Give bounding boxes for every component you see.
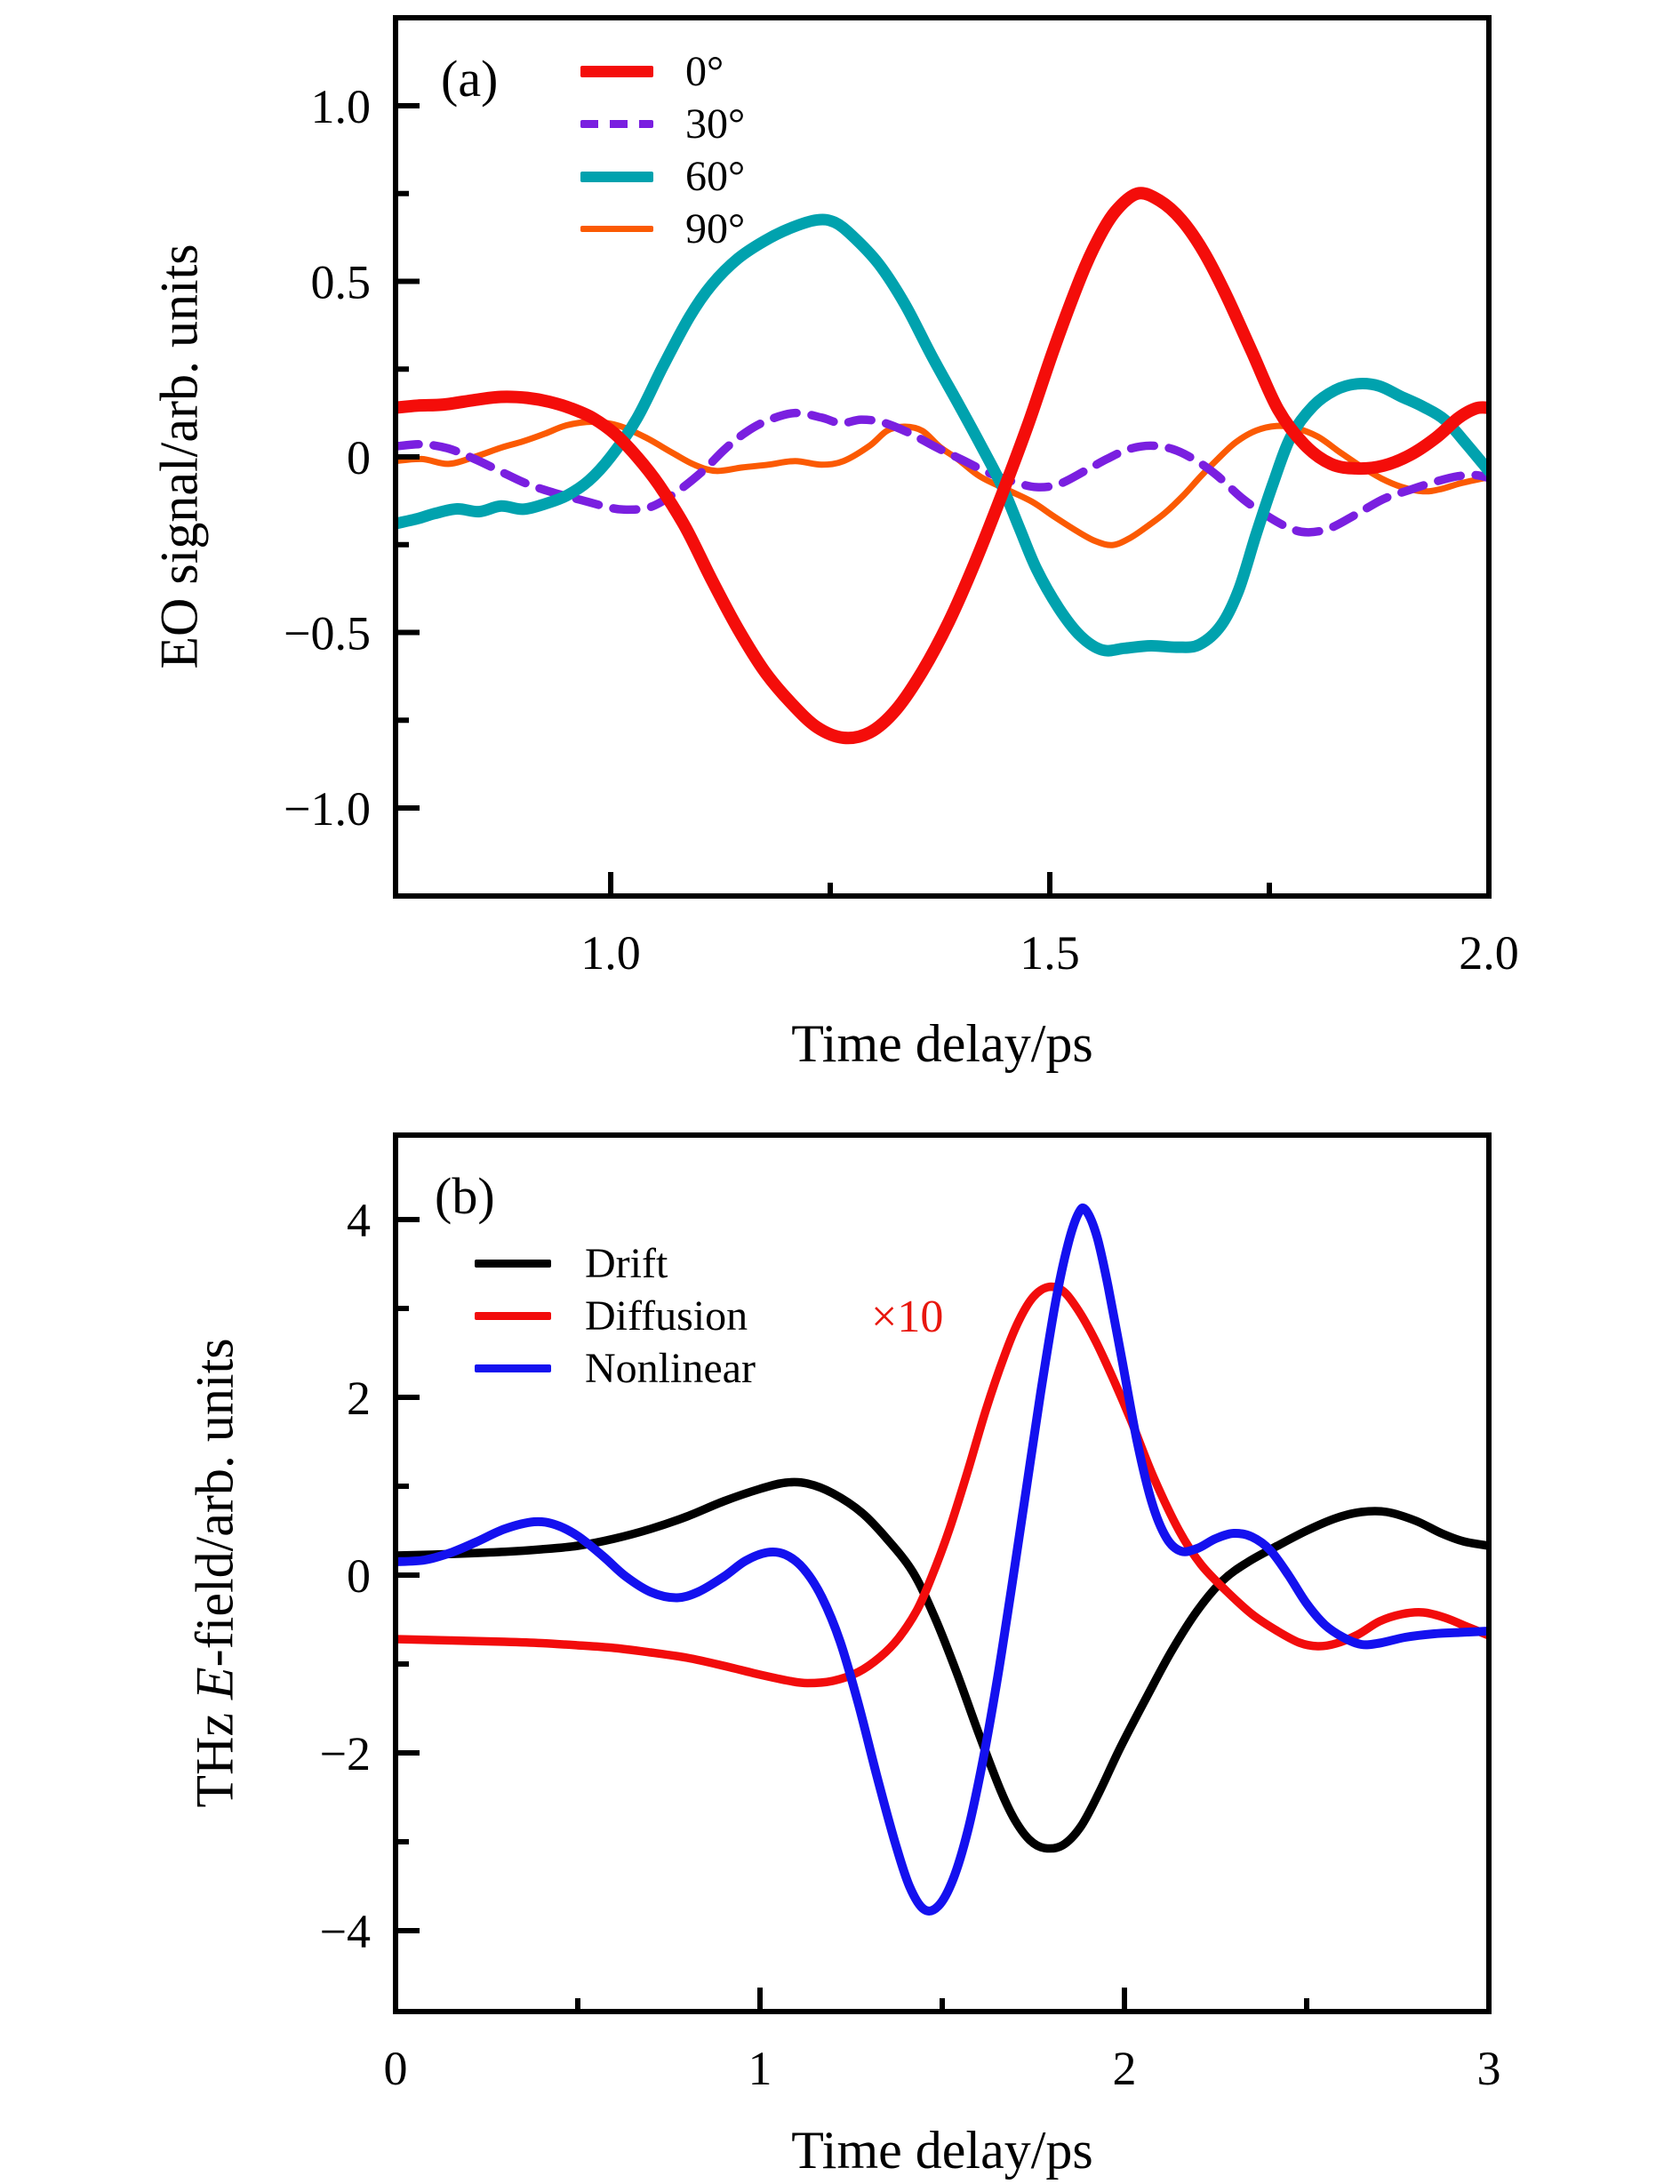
legend-swatch-90deg-line <box>580 226 653 232</box>
y-tick-label: 0 <box>347 1549 371 1603</box>
legend-row-30deg: 30° <box>580 98 745 150</box>
axes-border <box>393 1132 1492 2014</box>
panel-b-y-axis-label-E: E <box>185 1667 244 1700</box>
legend-row-0deg: 0° <box>580 45 745 98</box>
legend-label-90deg: 90° <box>685 204 746 252</box>
legend-label-0deg: 0° <box>685 47 724 95</box>
y-tick-label: 4 <box>347 1194 371 1247</box>
legend-swatch-60deg-line <box>580 171 653 182</box>
curve-Drift-line <box>396 1477 1489 1853</box>
legend-swatch-nonlinear-line <box>475 1364 551 1372</box>
legend-row-60deg: 60° <box>580 150 745 203</box>
y-tick-label: −1.0 <box>284 782 371 836</box>
legend-label-diffusion: Diffusion <box>585 1292 748 1340</box>
panel-a-y-axis-label-text: EO signal/arb. units <box>149 244 209 669</box>
tick-labels-group: 1.0 1.5 2.0 1.0 0.5 0 −0.5 −1.0 <box>284 80 1519 980</box>
x-tick-label: 0 <box>384 2042 408 2095</box>
panel-b-legend: Drift Diffusion Nonlinear <box>475 1237 756 1395</box>
curve-90-line <box>396 418 1489 548</box>
legend-row-90deg: 90° <box>580 203 745 255</box>
legend-row-drift: Drift <box>475 1237 756 1290</box>
panel-a-tag: (a) <box>441 50 499 108</box>
legend-swatch-drift-line <box>475 1260 551 1268</box>
y-tick-label: −4 <box>320 1905 371 1958</box>
legend-label-60deg: 60° <box>685 152 746 200</box>
y-tick-label: 1.0 <box>311 80 372 133</box>
panel-b-tag: (b) <box>435 1167 495 1225</box>
axes-border <box>393 15 1492 899</box>
panel-b-y-axis-label-suffix: -field/arb. units <box>185 1338 244 1668</box>
y-tick-label: −0.5 <box>284 607 371 660</box>
panel-a-plot-area: 1.0 1.5 2.0 1.0 0.5 0 −0.5 −1.0 <box>284 15 1519 980</box>
x-tick-label: 1.0 <box>580 926 641 980</box>
panel-a-x-axis-label: Time delay/ps <box>791 1014 1093 1073</box>
panel-a-y-axis-label: EO signal/arb. units <box>149 57 211 857</box>
legend-row-diffusion: Diffusion <box>475 1290 756 1342</box>
curve-Diffusion-line <box>396 1282 1489 1688</box>
legend-swatch-30deg-dashed-line <box>580 120 653 128</box>
panel-b-plot-area: 0 1 2 3 4 2 0 −2 −4 <box>320 1132 1501 2095</box>
y-tick-label: 2 <box>347 1372 371 1425</box>
panel-b-y-axis-label-prefix: THz <box>185 1699 244 1808</box>
x-tick-label: 1 <box>748 2042 772 2095</box>
y-tick-label: 0 <box>347 431 371 484</box>
curve-60-line <box>396 213 1489 657</box>
legend-swatch-diffusion-line <box>475 1312 551 1320</box>
x-tick-label: 3 <box>1477 2042 1501 2095</box>
legend-swatch-0deg-line <box>580 66 653 77</box>
y-tick-label: −2 <box>320 1727 371 1780</box>
legend-label-nonlinear: Nonlinear <box>585 1344 756 1392</box>
tick-labels-group: 0 1 2 3 4 2 0 −2 −4 <box>320 1194 1501 2095</box>
times-10-annotation: ×10 <box>871 1292 944 1342</box>
x-tick-label: 1.5 <box>1020 926 1080 980</box>
legend-label-30deg: 30° <box>685 100 746 148</box>
legend-row-nonlinear: Nonlinear <box>475 1342 756 1395</box>
x-tick-label: 2.0 <box>1459 926 1519 980</box>
y-tick-label: 0.5 <box>311 255 372 308</box>
panel-b-y-axis-label: THz E-field/arb. units <box>185 1173 246 1973</box>
curve-Nonlinear-line <box>396 1203 1489 1916</box>
curve-30-line <box>396 408 1489 537</box>
curves-group <box>396 187 1489 745</box>
panel-a-legend: 0° 30° 60° 90° <box>580 45 745 255</box>
panel-b-x-axis-label: Time delay/ps <box>791 2121 1093 2180</box>
curves-group <box>396 1203 1489 1916</box>
curve-0-line <box>396 187 1489 745</box>
x-tick-label: 2 <box>1113 2042 1137 2095</box>
legend-label-drift: Drift <box>585 1239 668 1287</box>
